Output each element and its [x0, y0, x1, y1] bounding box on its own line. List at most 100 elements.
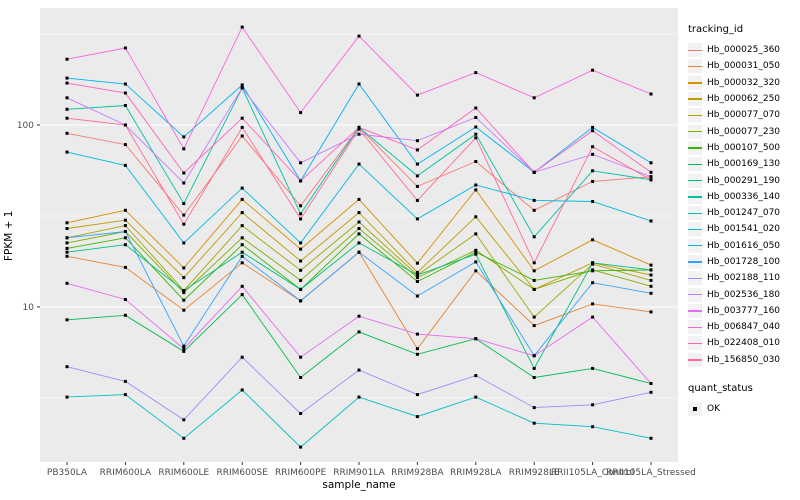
legend-line-icon [688, 98, 702, 100]
data-point-Hb_000107_500 [357, 232, 361, 236]
data-point-Hb_000032_320 [532, 269, 536, 273]
legend-key-box [688, 238, 702, 253]
data-point-Hb_000031_050 [474, 269, 478, 273]
legend-quant-status: quant_status OK [688, 383, 800, 417]
data-point-Hb_000336_140 [123, 104, 127, 107]
data-point-Hb_000032_320 [591, 238, 595, 242]
data-point-Hb_006847_040 [65, 57, 69, 61]
data-point-Hb_001541_020 [532, 198, 536, 202]
data-point-Hb_000062_250 [357, 211, 361, 215]
legend-item-label: Hb_000291_190 [707, 175, 781, 186]
data-point-Hb_156850_030 [415, 198, 419, 202]
legend-item-label: Hb_000169_130 [707, 159, 781, 170]
x-tick-label: RRIM928BA [391, 468, 444, 478]
data-point-Hb_156850_030 [123, 123, 127, 127]
legend-item-Hb_000025_360: Hb_000025_360 [688, 42, 800, 58]
legend-line-icon [688, 326, 702, 328]
data-point-Hb_000077_230 [240, 236, 244, 240]
data-point-Hb_002536_180 [591, 152, 595, 156]
legend-key-box [688, 43, 702, 58]
legend-key-box [688, 287, 702, 302]
legend-item-label: Hb_000032_320 [707, 77, 781, 88]
data-point-Hb_001541_020 [474, 183, 478, 187]
legend-line-icon [688, 245, 702, 247]
data-point-Hb_022408_010 [240, 116, 244, 120]
data-point-Hb_000336_140 [299, 212, 303, 216]
data-point-Hb_000032_320 [649, 263, 653, 267]
x-axis-ticks: PB350LA RRIM600LA RRIM600LE RRIM600SE RRIM60… [47, 462, 696, 478]
data-point-Hb_000169_130 [357, 330, 361, 334]
data-point-Hb_002188_110 [123, 379, 127, 383]
legend-item-Hb_000062_250: Hb_000062_250 [688, 91, 800, 107]
data-point-Hb_000077_070 [649, 278, 653, 282]
legend-item-label: Hb_003777_160 [707, 305, 781, 316]
data-point-Hb_000077_230 [474, 248, 478, 252]
legend-key-box [688, 271, 702, 286]
data-point-Hb_002536_180 [65, 96, 69, 100]
legend-line-icon [688, 65, 702, 68]
x-tick-label: PB350LA [47, 468, 88, 478]
legend-line-icon [688, 131, 702, 133]
x-tick-label: RRIM928LE [509, 468, 560, 478]
legend-entries: Hb_000025_360 Hb_000031_050 Hb_000032_320 H… [688, 42, 800, 368]
data-point-Hb_000169_130 [591, 366, 595, 370]
data-point-Hb_001247_070 [357, 395, 361, 399]
legend-item-Hb_001541_020: Hb_001541_020 [688, 221, 800, 237]
data-point-Hb_000031_050 [532, 324, 536, 328]
legend-item-Hb_000077_070: Hb_000077_070 [688, 107, 800, 123]
data-point-Hb_002188_110 [591, 403, 595, 407]
data-point-Hb_156850_030 [65, 116, 69, 120]
legend-item-Hb_001728_100: Hb_001728_100 [688, 254, 800, 270]
legend-line-icon [688, 82, 702, 84]
data-point-Hb_000032_320 [357, 197, 361, 201]
data-point-Hb_001247_070 [240, 388, 244, 392]
data-point-Hb_022408_010 [474, 106, 478, 110]
data-point-Hb_006847_040 [357, 34, 361, 38]
data-point-Hb_006847_040 [240, 25, 244, 29]
legend-key-box [688, 75, 702, 90]
data-point-Hb_006847_040 [591, 68, 595, 72]
data-point-Hb_022408_010 [532, 170, 536, 174]
legend-key-box [688, 59, 702, 74]
data-point-Hb_002536_180 [240, 86, 244, 90]
data-point-Hb_002536_180 [357, 132, 361, 136]
data-point-Hb_001247_070 [182, 436, 186, 440]
legend: tracking_id Hb_000025_360 Hb_000031_050 Hb… [688, 24, 800, 417]
data-point-Hb_000169_130 [65, 318, 69, 322]
legend-title-quant-status: quant_status [688, 382, 753, 394]
legend-item-Hb_002188_110: Hb_002188_110 [688, 270, 800, 286]
legend-item-label: Hb_006847_040 [707, 322, 781, 333]
data-point-Hb_001728_100 [415, 294, 419, 298]
legend-key-box [688, 189, 702, 204]
legend-item-Hb_002536_180: Hb_002536_180 [688, 286, 800, 302]
data-point-Hb_000291_190 [182, 289, 186, 293]
data-point-Hb_001541_020 [649, 219, 653, 223]
legend-item-Hb_000336_140: Hb_000336_140 [688, 189, 800, 205]
legend-line-icon [688, 163, 702, 165]
data-point-Hb_000169_130 [299, 376, 303, 379]
data-point-Hb_000291_190 [240, 250, 244, 254]
legend-item-label: Hb_001541_020 [707, 224, 781, 235]
legend-item-ok: OK [688, 401, 800, 417]
data-point-Hb_000336_140 [182, 202, 186, 206]
data-point-Hb_000107_500 [474, 250, 478, 254]
data-point-Hb_000336_140 [65, 107, 69, 111]
data-point-Hb_000031_050 [123, 265, 127, 269]
legend-item-Hb_000107_500: Hb_000107_500 [688, 140, 800, 156]
data-point-Hb_001728_100 [357, 250, 361, 254]
data-point-Hb_006847_040 [649, 92, 653, 96]
data-point-Hb_001616_050 [415, 162, 419, 166]
legend-key-box [688, 206, 702, 221]
data-point-Hb_001247_070 [532, 421, 536, 425]
data-point-Hb_000025_360 [415, 184, 419, 188]
legend-item-Hb_000077_230: Hb_000077_230 [688, 123, 800, 139]
data-point-Hb_001616_050 [65, 76, 69, 80]
data-point-Hb_000025_360 [299, 204, 303, 208]
data-point-Hb_001247_070 [591, 425, 595, 429]
data-point-Hb_000062_250 [123, 218, 127, 222]
data-point-Hb_156850_030 [357, 127, 361, 131]
data-point-Hb_000077_070 [532, 315, 536, 319]
grid-major [40, 124, 678, 308]
legend-line-icon [688, 261, 702, 263]
data-point-Hb_000077_070 [474, 232, 478, 236]
